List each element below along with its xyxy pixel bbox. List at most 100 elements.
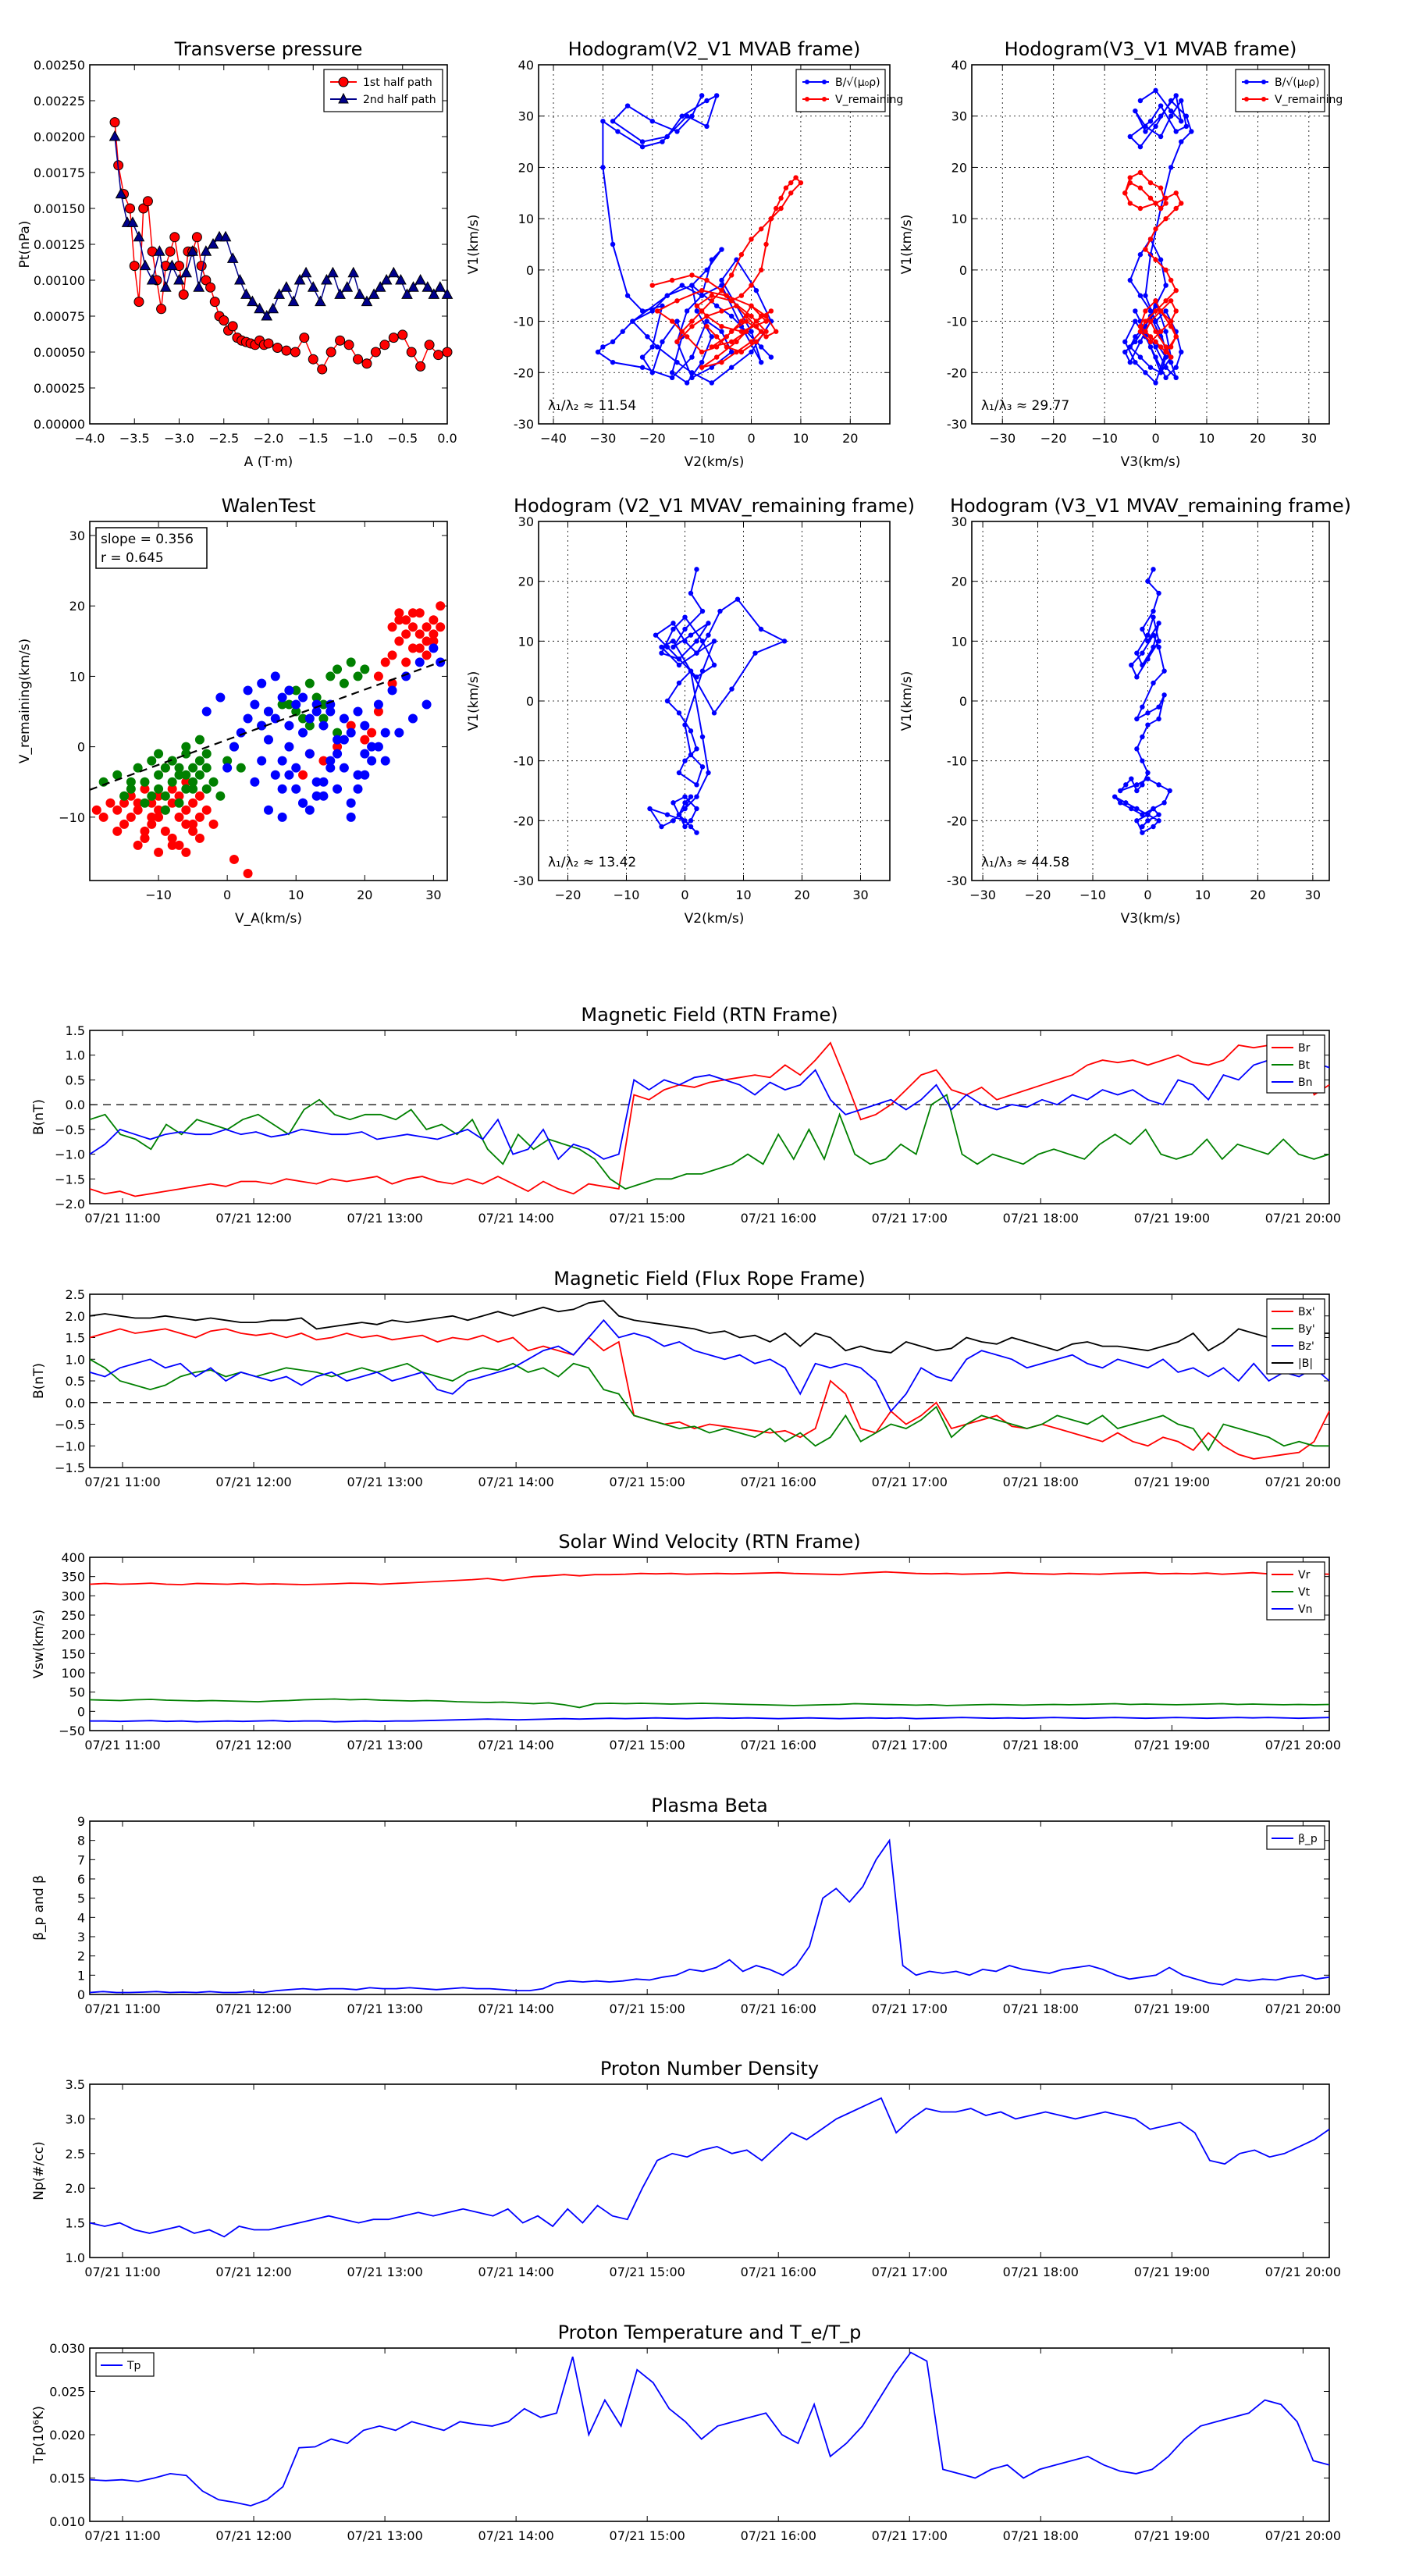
walen-point-blue xyxy=(236,728,246,738)
hodogram-point xyxy=(724,293,730,298)
hodogram-point xyxy=(659,824,664,830)
hodogram-point xyxy=(1153,87,1158,94)
hodogram-point xyxy=(1147,339,1154,345)
walen-point-red xyxy=(380,657,390,667)
walen-point-red xyxy=(401,615,411,625)
hodogram-point xyxy=(711,639,717,644)
hodogram-point xyxy=(1123,800,1129,806)
walen-point-red xyxy=(147,798,157,808)
chart-title: Hodogram(V3_V1 MVAB frame) xyxy=(1005,38,1297,60)
legend-box xyxy=(795,69,886,112)
hodogram-point xyxy=(719,283,724,288)
walen-point-blue xyxy=(277,812,287,822)
walen-point-blue xyxy=(264,735,273,745)
hodogram-point xyxy=(1134,746,1140,752)
hodogram-point xyxy=(1137,98,1144,104)
hodogram-point xyxy=(1153,339,1158,345)
y-axis-label: Vsw(km/s) xyxy=(31,1610,47,1679)
series-ts6-0 xyxy=(89,2351,1330,2507)
walen-point-red xyxy=(112,826,123,836)
walen-point-red xyxy=(367,728,377,738)
data-point xyxy=(379,340,390,350)
data-point xyxy=(263,338,274,349)
hodogram-point xyxy=(1158,205,1164,212)
x-axis-label: V3(km/s) xyxy=(1121,911,1181,927)
hodogram-point xyxy=(674,318,680,324)
eigenvalue-ratio: λ₁/λ₃ ≈ 29.77 xyxy=(981,398,1069,414)
y-tick-label: 2.5 xyxy=(66,2147,85,2161)
hodogram-point xyxy=(1137,323,1144,329)
hodogram-point xyxy=(699,734,706,740)
data-point xyxy=(180,266,192,278)
data-point xyxy=(361,358,372,369)
hodogram-point xyxy=(1163,283,1168,288)
chart-hodogram-v2-v1-mvab: -30 -20 -10 0 10 20 30 40 −40 −30 −20 −10 0 10 20 Hodog… xyxy=(466,38,903,470)
hodogram-point xyxy=(1153,226,1158,232)
hodogram-point xyxy=(713,344,720,350)
time-tick-label: 07/21 13:00 xyxy=(347,2528,422,2543)
y-tick-label: 20 xyxy=(69,599,85,614)
x-tick-label: −20 xyxy=(1025,888,1051,902)
y-tick-label: 30 xyxy=(518,514,534,529)
walen-point-red xyxy=(333,742,343,752)
hodogram-point xyxy=(724,344,730,350)
hodogram-point xyxy=(719,359,724,365)
hodogram-point xyxy=(1163,344,1168,350)
hodogram-point xyxy=(1183,113,1190,119)
data-point xyxy=(126,216,139,227)
hodogram-point xyxy=(639,144,646,150)
y-tick-label: −0.5 xyxy=(55,1418,85,1432)
walen-point-blue xyxy=(360,720,370,731)
hodogram-point xyxy=(1143,293,1148,298)
legend-marker xyxy=(822,80,827,84)
walen-point-red xyxy=(407,643,418,653)
walen-point-blue xyxy=(229,742,239,752)
hodogram-point xyxy=(759,226,764,232)
hodogram-point xyxy=(1173,375,1179,381)
y-tick-label: 0.030 xyxy=(49,2341,85,2356)
y-axis-label: Tp(10⁶K) xyxy=(31,2406,47,2464)
chart-solar-wind-velocity: −50 0 50 100 150 200 250 300 350 400 07/21 11:00 07… xyxy=(31,1531,1341,1752)
hodogram-point xyxy=(1168,344,1174,350)
hodogram-point xyxy=(676,812,682,817)
time-tick-label: 07/21 20:00 xyxy=(1265,1211,1341,1226)
hodogram-point xyxy=(1158,370,1164,375)
hodogram-point xyxy=(1145,770,1151,776)
hodogram-point xyxy=(1143,123,1148,130)
data-point xyxy=(353,354,363,365)
time-tick-label: 07/21 15:00 xyxy=(610,2001,685,2016)
hodogram-point xyxy=(694,830,699,835)
hodogram-point xyxy=(1167,788,1172,794)
walen-point-blue xyxy=(250,699,260,710)
y-tick-label: 1.5 xyxy=(66,1023,85,1038)
hodogram-point xyxy=(709,344,715,350)
data-point xyxy=(219,315,229,326)
hodogram-point xyxy=(713,334,720,340)
legend-marker xyxy=(1261,80,1266,84)
y-tick-label: 3.5 xyxy=(66,2077,85,2092)
y-tick-label: −1.5 xyxy=(55,1461,85,1475)
hodogram-point xyxy=(694,567,699,572)
hodogram-point xyxy=(1118,800,1123,806)
hodogram-point xyxy=(1147,344,1154,350)
hodogram-point xyxy=(1163,201,1168,206)
hodogram-point xyxy=(1151,824,1156,830)
walen-point-green xyxy=(126,777,136,787)
y-tick-label: -20 xyxy=(947,813,967,828)
chart-walen-test: −10 0 10 20 30 −10 0 10 20 30 WalenTest V_A(km/s) V_… xyxy=(17,495,448,927)
y-tick-label: 10 xyxy=(69,669,85,684)
y-tick-label: 9 xyxy=(77,1814,85,1829)
legend-label: Bt xyxy=(1298,1059,1311,1072)
walen-point-blue xyxy=(277,692,287,703)
y-axis-label: B(nT) xyxy=(31,1099,47,1135)
y-tick-label: 200 xyxy=(61,1628,85,1642)
hodogram-point xyxy=(624,103,631,109)
hodogram-point xyxy=(1163,329,1168,334)
regression-line xyxy=(89,658,448,791)
hodogram-point xyxy=(689,354,695,360)
hodogram-point xyxy=(788,180,794,186)
y-tick-label: 0.00225 xyxy=(34,94,85,109)
data-point xyxy=(327,266,339,278)
walen-point-green xyxy=(154,749,164,759)
hodogram-path-0 xyxy=(596,94,773,384)
